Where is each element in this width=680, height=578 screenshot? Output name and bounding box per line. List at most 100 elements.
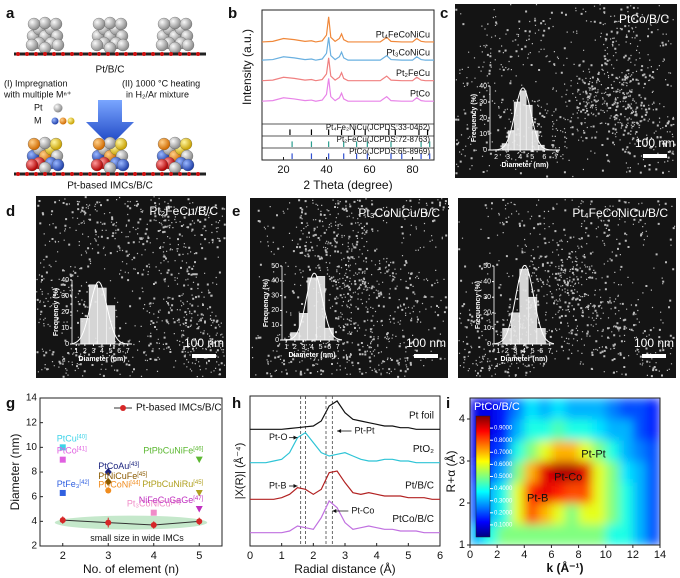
boron-dot xyxy=(25,172,29,176)
nanoparticle-sphere xyxy=(114,17,128,31)
x-axis-label: Diameter (nm) xyxy=(501,162,548,169)
heatmap-cell xyxy=(551,398,566,420)
heatmap-cell xyxy=(497,503,512,525)
compound-name: PtPbCuNiRu xyxy=(142,479,193,489)
image-title: Pt₂FeCu/B/C xyxy=(149,204,218,218)
legend-label: Pt-based IMCs/B/C xyxy=(136,403,222,414)
data-point xyxy=(105,519,112,526)
nanoparticle-sphere xyxy=(155,158,169,172)
reference-point xyxy=(104,468,112,476)
boron-dot xyxy=(106,52,110,56)
histogram-bar xyxy=(519,90,527,151)
boron-dot xyxy=(43,52,47,56)
y-tick-label: 50 xyxy=(271,263,279,270)
x-tick-label: 1 xyxy=(284,344,288,351)
compound-name: PtNiCuFe xyxy=(98,471,137,481)
panel-label: h xyxy=(232,395,241,412)
scale-bar-label: 100 nm xyxy=(634,336,674,350)
y-tick-label: 20 xyxy=(479,115,487,122)
fit-curve xyxy=(282,272,343,341)
heatmap-cell xyxy=(524,398,539,420)
heatmap-cell xyxy=(646,419,660,441)
heatmap-cell xyxy=(537,524,552,545)
nanoparticle-sphere xyxy=(157,17,171,31)
nanoparticle-sphere xyxy=(25,158,39,172)
x-tick-label: 5 xyxy=(530,154,534,161)
compound-name: PtCu xyxy=(57,434,77,444)
nanoparticle-sphere xyxy=(51,38,65,52)
boron-dot xyxy=(187,52,191,56)
heatmap-cell xyxy=(483,398,498,420)
x-tick-label: 2 xyxy=(494,549,500,561)
heatmap-cell xyxy=(592,419,607,441)
heatmap-cell xyxy=(592,482,607,504)
colorbar-tick-label: 0.1000 xyxy=(494,522,513,528)
compound-name: PtCo xyxy=(57,446,77,456)
y-tick-label: 2 xyxy=(459,497,465,509)
x-tick-label: 5 xyxy=(196,550,202,562)
boron-dot xyxy=(88,52,92,56)
nanoparticle-sphere xyxy=(90,38,104,52)
citation: [42] xyxy=(79,480,89,486)
y-axis-label: Frequency (%) xyxy=(475,281,482,329)
x-tick-label: 1 xyxy=(279,550,285,562)
x-tick-label: 1 xyxy=(74,348,78,355)
heatmap-cell xyxy=(578,440,593,462)
y-tick-label: 0 xyxy=(483,147,487,154)
boron-dot xyxy=(79,52,83,56)
legend-label: Pt xyxy=(34,102,43,112)
heatmap-cell xyxy=(578,482,593,504)
x-axis-label: k (Å⁻¹) xyxy=(547,560,584,575)
heatmap-cell xyxy=(497,482,512,504)
boron-dot xyxy=(106,172,110,176)
nanoparticle-sphere xyxy=(27,137,41,151)
heatmap-cell xyxy=(537,482,552,504)
x-tick-label: 1 xyxy=(496,348,500,355)
heatmap-cell xyxy=(497,440,512,462)
heatmap-cells xyxy=(470,398,660,545)
nanoparticle-sphere xyxy=(103,161,117,175)
boron-dot xyxy=(124,172,128,176)
reference-point xyxy=(195,506,203,513)
boron-dot xyxy=(160,172,164,176)
heatmap-cell xyxy=(578,503,593,525)
reference-label: Pt₂FeCu(JCPDS:72-8763) xyxy=(337,135,431,144)
x-tick-label: 0 xyxy=(247,550,253,562)
y-tick-label: 40 xyxy=(61,277,69,284)
x-tick-label: 4 xyxy=(522,348,526,355)
heatmap-cell xyxy=(565,419,580,441)
support-label: Pt/B/C xyxy=(96,65,125,76)
colorbar-tick-label: 0.2000 xyxy=(494,510,513,516)
heatmap-cell xyxy=(578,419,593,441)
scale-bar-label: 100 nm xyxy=(184,336,224,350)
peak-annotation: Pt-B xyxy=(527,493,548,505)
y-axis-label: Frequency (%) xyxy=(53,288,60,336)
boron-dot xyxy=(16,52,20,56)
image-title: Pt₄FeCoNiCu/B/C xyxy=(572,206,668,220)
heatmap-cell xyxy=(537,503,552,525)
heatmap-cell xyxy=(537,398,552,420)
boron-dot xyxy=(151,172,155,176)
heatmap-title: PtCo/B/C xyxy=(474,401,520,413)
x-tick-label: 5 xyxy=(531,348,535,355)
series-label: PtO₂ xyxy=(413,444,434,455)
reference-point xyxy=(59,444,66,451)
heatmap-cell xyxy=(565,398,580,420)
heatmap-cell xyxy=(551,419,566,441)
heatmap-cell xyxy=(524,440,539,462)
scale-bar xyxy=(414,354,438,358)
y-tick-label: 30 xyxy=(61,293,69,300)
y-axis-label: R+α (Å) xyxy=(443,451,458,493)
x-tick-label: 7 xyxy=(554,154,558,161)
micrograph xyxy=(36,196,226,378)
heatmap-cell xyxy=(646,398,660,420)
boron-dot xyxy=(178,172,182,176)
boron-dot xyxy=(142,172,146,176)
boron-dot xyxy=(34,52,38,56)
boron-dot xyxy=(25,52,29,56)
x-tick-label: 3 xyxy=(513,348,517,355)
y-tick-label: 20 xyxy=(483,310,491,317)
series-label: Pt/B/C xyxy=(405,481,434,492)
y-tick-label: 20 xyxy=(61,309,69,316)
scale-bar xyxy=(643,154,667,158)
